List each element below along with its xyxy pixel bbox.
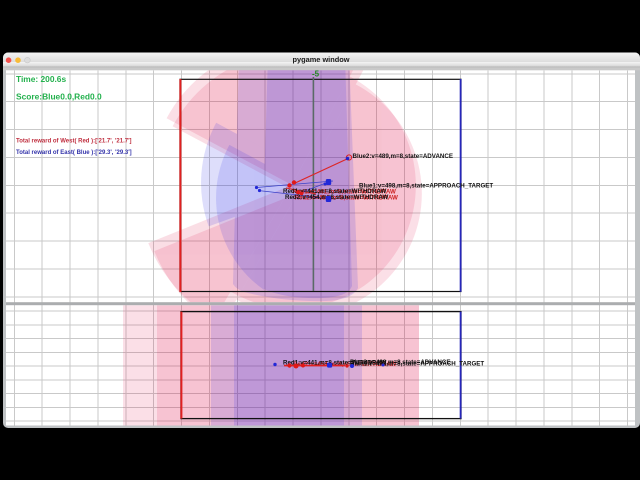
svg-text:Blue1:v=498,m=8,state=APPROACH: Blue1:v=498,m=8,state=APPROACH_TARGET <box>350 360 484 367</box>
svg-text:Red1:v=441,m=8,state=WITHDRAW: Red1:v=441,m=8,state=WITHDRAW <box>293 189 396 196</box>
svg-text:Red2:v=454,m=8,state=WITHDRAW: Red2:v=454,m=8,state=WITHDRAW <box>285 194 388 201</box>
svg-text:Red2:v=454,m=8,state=WITHDRAW: Red2:v=454,m=8,state=WITHDRAW <box>293 361 396 368</box>
svg-text:Blue1:v=498,m=8,state=APPROACH: Blue1:v=498,m=8,state=APPROACH_TARGET <box>359 183 493 190</box>
svg-text:Total reward of East( Blue ):[: Total reward of East( Blue ):['29.3', '2… <box>16 150 132 156</box>
svg-text:Blue2:v=489,m=8,state=ADVANCE: Blue2:v=489,m=8,state=ADVANCE <box>350 359 450 366</box>
svg-text:Red2:v=454,m=8,state=WITHDRAW: Red2:v=454,m=8,state=WITHDRAW <box>295 195 398 202</box>
svg-text:Time: 200.6s: Time: 200.6s <box>16 74 66 84</box>
svg-text:Red1:v=441,m=8,state=WITHDRAW: Red1:v=441,m=8,state=WITHDRAW <box>283 188 386 195</box>
svg-text:Score:Blue0.0,Red0.0: Score:Blue0.0,Red0.0 <box>16 91 102 101</box>
svg-text:-5: -5 <box>312 70 320 79</box>
svg-text:Total reward of West( Red ):[': Total reward of West( Red ):['21.7', '21… <box>16 138 132 144</box>
svg-text:pygame window: pygame window <box>292 55 349 64</box>
svg-text:Red1:v=441,m=8,state=WITHDRAW: Red1:v=441,m=8,state=WITHDRAW <box>283 360 386 367</box>
svg-text:Blue2:v=489,m=8,state=ADVANCE: Blue2:v=489,m=8,state=ADVANCE <box>353 153 453 160</box>
